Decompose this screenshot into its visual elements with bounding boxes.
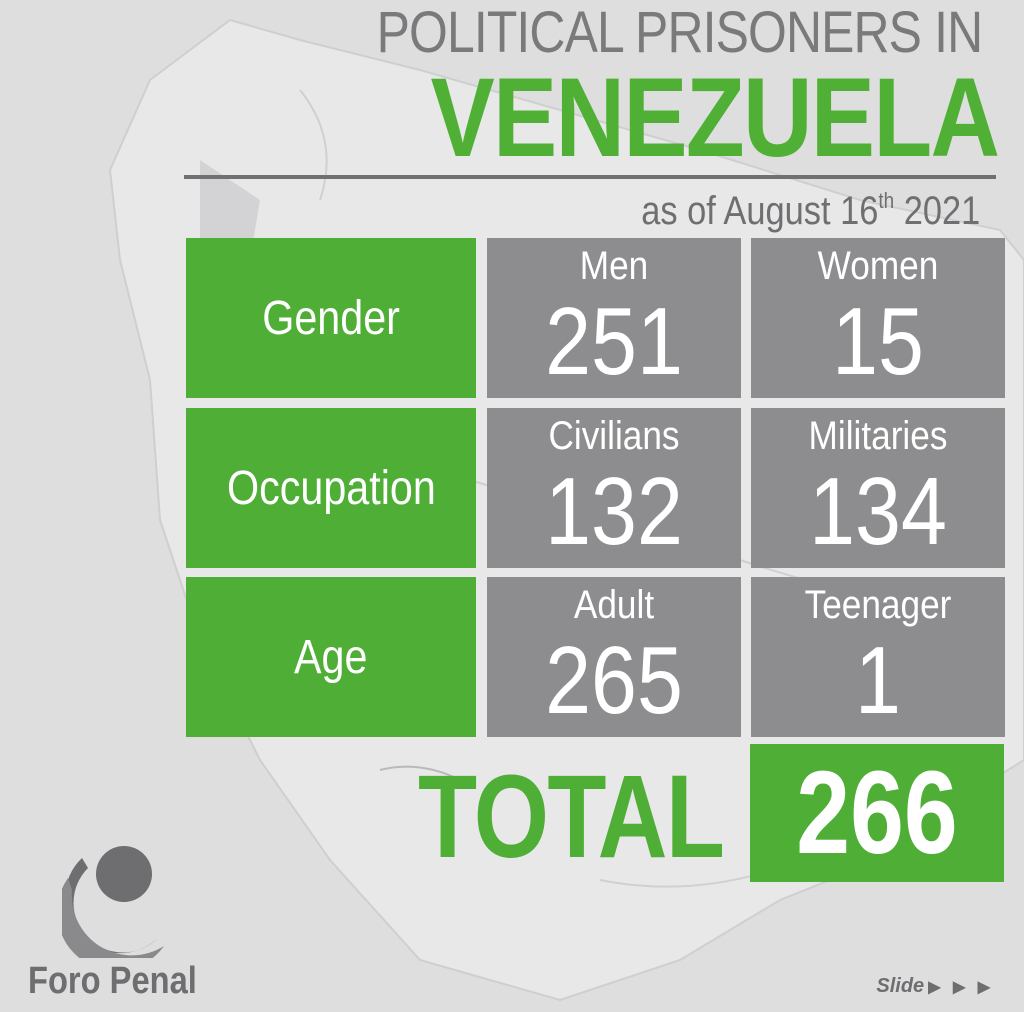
stat-cell: Women 15 — [751, 238, 1005, 398]
stat-value: 132 — [545, 458, 683, 565]
title-country: VENEZUELA — [430, 55, 1000, 180]
title-divider — [184, 175, 996, 179]
category-label: Gender — [262, 291, 400, 345]
category-label: Occupation — [226, 461, 436, 515]
total-value: 266 — [796, 747, 958, 879]
stat-value: 251 — [545, 288, 683, 395]
total-label: TOTAL — [418, 751, 725, 883]
stat-label: Militaries — [808, 414, 948, 458]
stat-value: 1 — [855, 627, 901, 734]
stat-label: Men — [579, 244, 649, 288]
slide-indicator[interactable]: Slide ▶ ▶ ▶ — [876, 976, 994, 996]
stat-value: 134 — [809, 458, 947, 565]
stat-cell: Men 251 — [487, 238, 741, 398]
category-label: Age — [294, 630, 368, 684]
stat-label: Civilians — [548, 414, 680, 458]
stat-cell: Militaries 134 — [751, 408, 1005, 568]
stat-value: 15 — [832, 288, 924, 395]
stat-cell: Adult 265 — [487, 577, 741, 737]
stat-cell: Teenager 1 — [751, 577, 1005, 737]
category-cell: Age — [186, 577, 476, 737]
stat-label: Teenager — [804, 583, 952, 627]
date-ordinal: th — [878, 188, 894, 213]
total-value-box: 266 — [750, 744, 1004, 882]
slide-label: Slide — [876, 975, 925, 997]
stat-value: 265 — [545, 627, 683, 734]
stat-label: Women — [817, 244, 939, 288]
stat-label: Adult — [573, 583, 655, 627]
date-prefix: as of August 16 — [640, 189, 879, 233]
date-year: 2021 — [893, 189, 980, 233]
foro-penal-logo-icon — [62, 846, 164, 958]
stat-cell: Civilians 132 — [487, 408, 741, 568]
title-line-1: POLITICAL PRISONERS IN — [376, 0, 983, 65]
brand-name: Foro Penal — [28, 960, 197, 1002]
date-line: as of August 16th 2021 — [640, 188, 980, 233]
category-cell: Gender — [186, 238, 476, 398]
slide-arrows-icon: ▶ ▶ ▶ — [928, 979, 994, 996]
category-cell: Occupation — [186, 408, 476, 568]
